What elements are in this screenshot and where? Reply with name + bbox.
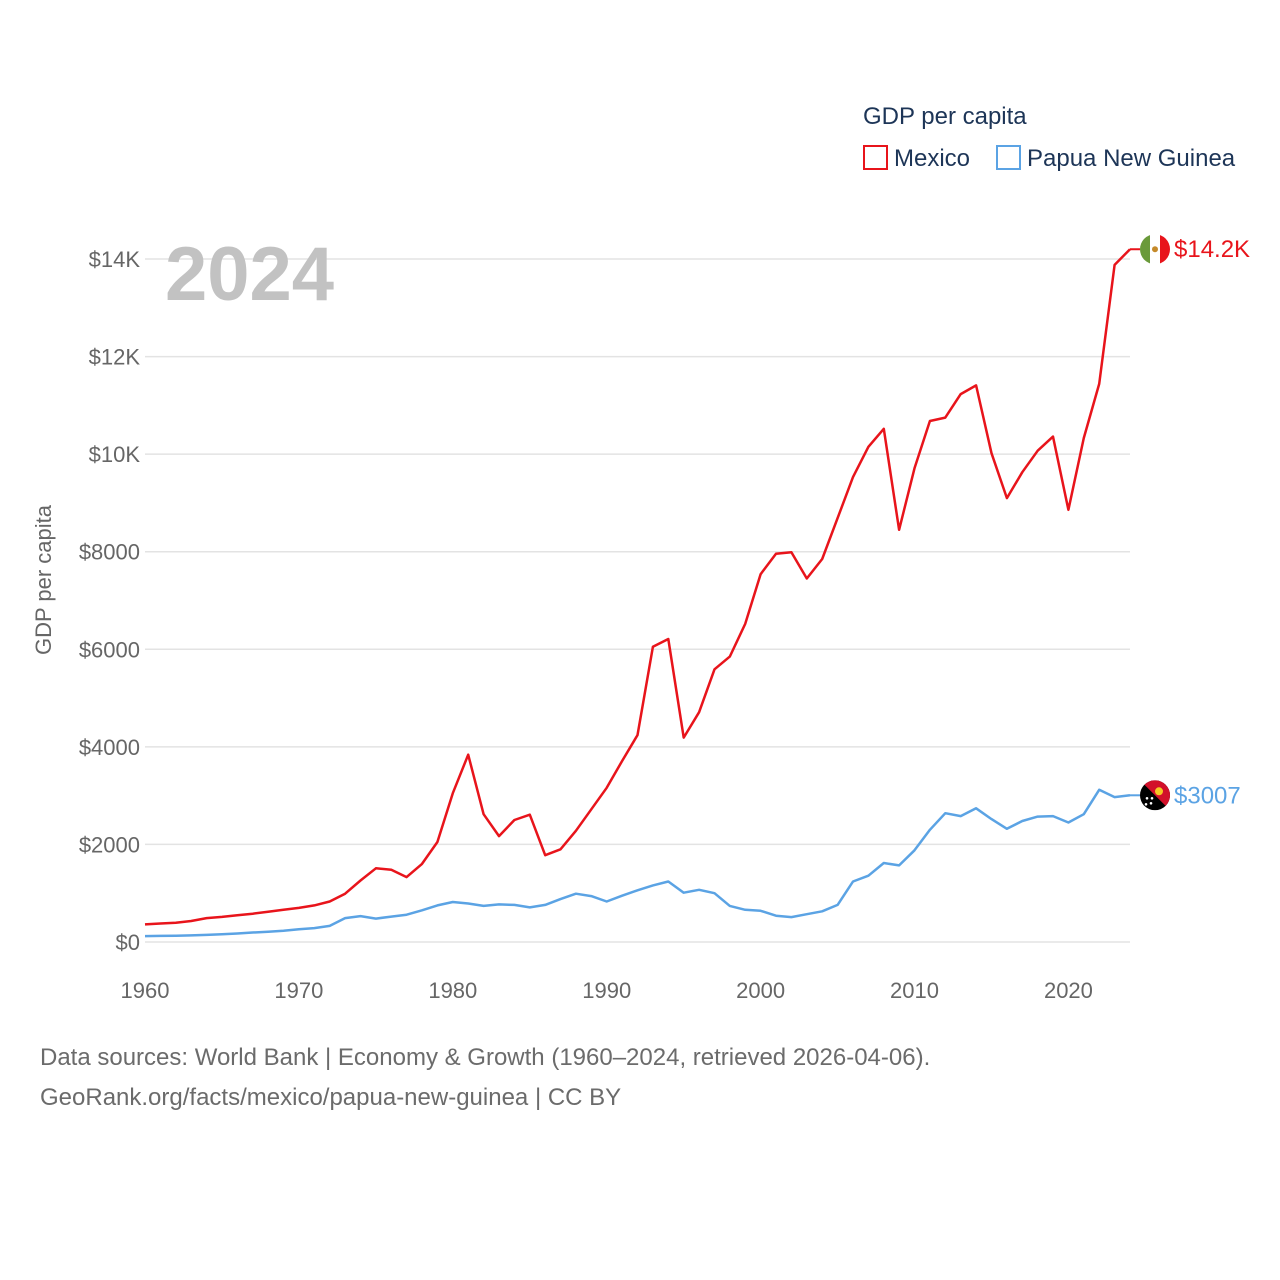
legend-label-papua-new-guinea[interactable]: Papua New Guinea xyxy=(1027,145,1236,172)
legend-title: GDP per capita xyxy=(863,103,1027,130)
gridlines xyxy=(145,258,1130,943)
legend-swatch-papua-new-guinea[interactable] xyxy=(996,145,1021,170)
legend-label-mexico[interactable]: Mexico xyxy=(894,145,970,172)
y-tick-label: $8000 xyxy=(79,540,140,565)
x-tick-label: 2020 xyxy=(1044,978,1093,1003)
y-tick-label: $0 xyxy=(116,930,140,955)
footer-sources: Data sources: World Bank | Economy & Gro… xyxy=(40,1044,931,1071)
x-tick-label: 2000 xyxy=(736,978,785,1003)
y-tick-label: $4000 xyxy=(79,735,140,760)
series-line-papua-new-guinea[interactable] xyxy=(144,788,1131,938)
mexico-flag-icon xyxy=(1140,234,1170,265)
y-axis: $0 $2000 $4000 $6000 $8000 $10K $12K $14K xyxy=(79,247,141,955)
gdp-line-chart: $0$2000$4000$6000$8000$10K$12K$14K 1960 1… xyxy=(31,103,1250,1003)
y-tick-label: $12K xyxy=(89,345,141,370)
y-tick-label: $2000 xyxy=(79,832,140,857)
legend: GDP per capita Mexico Papua New Guinea xyxy=(863,103,1236,172)
y-tick-label: $6000 xyxy=(79,637,140,662)
x-tick-label: 1980 xyxy=(428,978,477,1003)
series-layer xyxy=(144,248,1131,938)
papua-new-guinea-flag-icon xyxy=(1140,780,1170,811)
x-tick-label: 1960 xyxy=(121,978,170,1003)
end-value-label-papua-new-guinea: $3007 xyxy=(1174,782,1241,809)
y-axis-title: GDP per capita xyxy=(31,504,56,655)
legend-swatch-mexico[interactable] xyxy=(863,145,888,170)
end-value-label-mexico: $14.2K xyxy=(1174,236,1250,263)
x-tick-label: 1990 xyxy=(582,978,631,1003)
end-markers: $14.2K $3007 xyxy=(1130,234,1250,811)
y-tick-label: $10K xyxy=(89,442,141,467)
series-line-mexico[interactable] xyxy=(144,248,1131,926)
x-tick-label: 1970 xyxy=(274,978,323,1003)
y-tick-label: $14K xyxy=(89,247,141,272)
footer-attribution: GeoRank.org/facts/mexico/papua-new-guine… xyxy=(40,1084,622,1111)
year-label: 2024 xyxy=(165,232,334,317)
x-axis: 1960 1970 1980 1990 2000 2010 2020 xyxy=(121,978,1093,1003)
x-tick-label: 2010 xyxy=(890,978,939,1003)
